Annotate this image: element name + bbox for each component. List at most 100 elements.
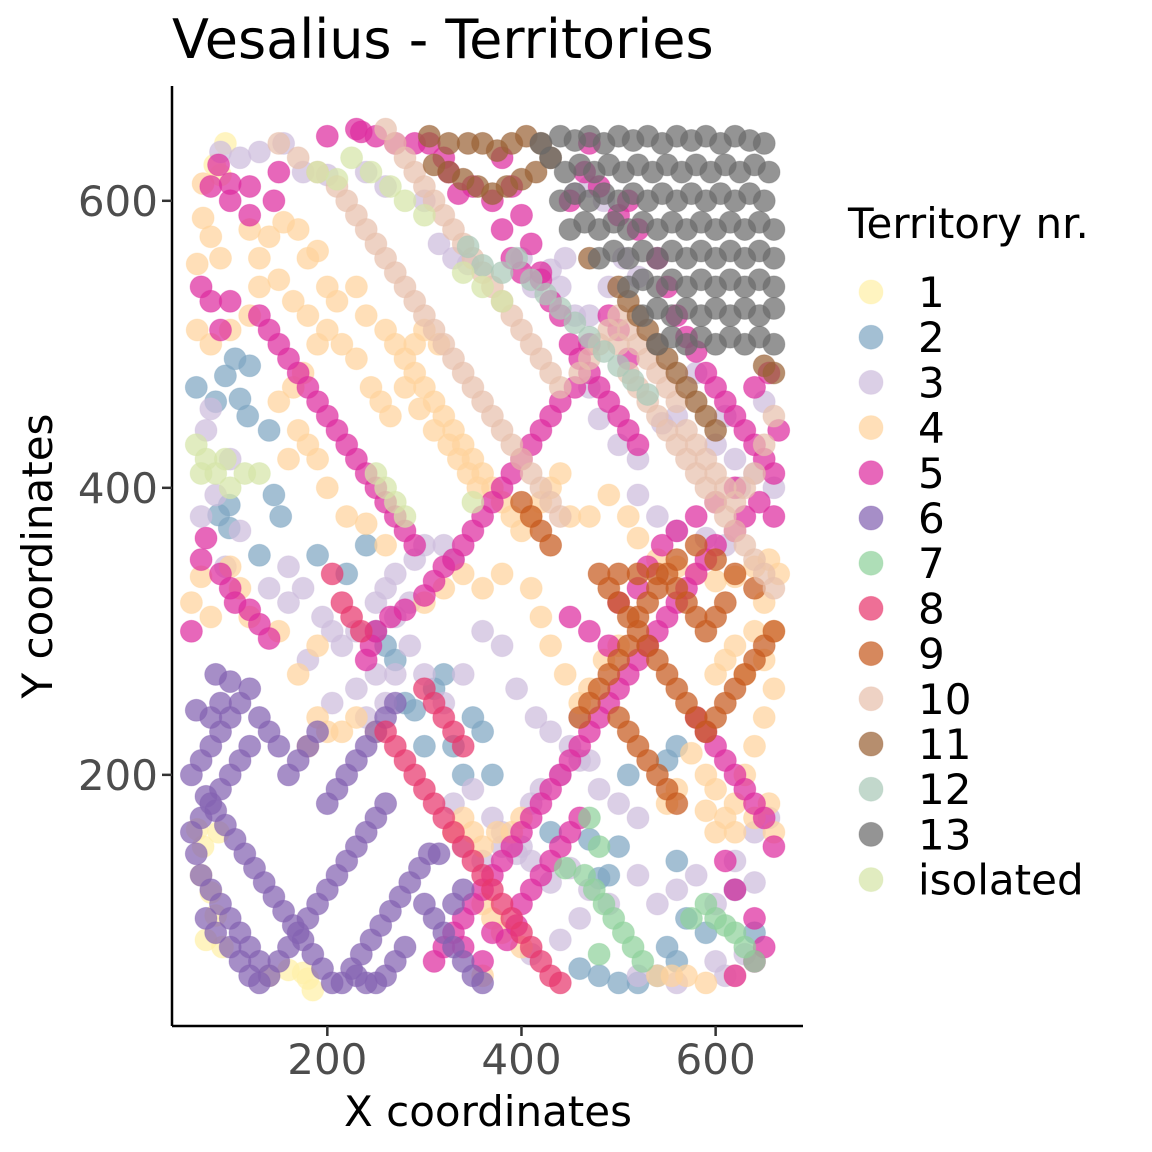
point-territory-3 [427, 232, 451, 256]
point-territory-6 [306, 720, 330, 744]
point-territory-12 [592, 340, 616, 363]
point-territory-4 [325, 289, 349, 313]
point-territory-10 [675, 418, 698, 442]
point-territory-10 [267, 131, 291, 155]
point-territory-12 [548, 296, 572, 320]
point-territory-4 [267, 268, 291, 292]
point-territory-5 [218, 289, 242, 313]
point-territory-isolated [325, 167, 349, 191]
point-territory-isolated [218, 476, 242, 500]
point-territory-12 [636, 383, 660, 406]
point-territory-3 [684, 863, 708, 887]
point-territory-isolated [490, 289, 514, 313]
point-territory-5 [262, 189, 286, 213]
point-territory-9 [568, 706, 592, 729]
legend-key-9 [858, 641, 884, 667]
point-territory-4 [209, 246, 232, 270]
point-territory-5 [267, 160, 291, 184]
point-territory-12 [577, 325, 601, 349]
point-territory-2 [568, 957, 592, 981]
point-territory-9 [704, 548, 728, 572]
point-territory-4 [675, 964, 698, 988]
legend-key-3 [858, 369, 884, 395]
point-territory-3 [743, 871, 766, 894]
point-territory-9 [626, 562, 650, 586]
point-territory-6 [451, 878, 475, 902]
point-territory-4 [344, 347, 368, 371]
legend-label-10: 10 [918, 675, 971, 724]
x-tick-label: 200 [287, 1035, 367, 1084]
point-territory-5 [209, 318, 232, 342]
point-territory-6 [179, 820, 203, 844]
point-territory-6 [344, 964, 368, 988]
point-territory-4 [199, 225, 223, 249]
point-territory-isolated [306, 160, 330, 184]
point-territory-5 [412, 584, 436, 607]
point-territory-12 [490, 261, 514, 285]
point-territory-isolated [189, 462, 213, 485]
point-territory-2 [480, 763, 504, 787]
legend-key-1 [858, 279, 884, 305]
legend-key-4 [858, 415, 884, 441]
point-territory-8 [320, 562, 344, 586]
point-territory-5 [762, 505, 786, 528]
point-territory-10 [548, 505, 572, 528]
point-territory-2 [587, 964, 611, 988]
x-axis-ticks: 200 400 600 [287, 1026, 756, 1084]
point-territory-3 [320, 691, 344, 715]
point-territory-5 [218, 189, 242, 213]
point-territory-10 [762, 576, 786, 600]
point-territory-13 [762, 296, 786, 320]
point-territory-5 [354, 648, 378, 672]
point-territory-9 [723, 562, 747, 586]
point-territory-12 [471, 253, 495, 277]
point-territory-4 [286, 218, 310, 241]
point-territory-isolated [471, 275, 495, 299]
point-territory-4 [179, 591, 203, 615]
point-territory-4 [422, 418, 446, 442]
point-territory-1 [301, 978, 325, 1002]
point-territory-6 [247, 971, 271, 995]
point-territory-6 [247, 706, 271, 729]
point-territory-8 [451, 734, 475, 758]
point-territory-10 [568, 361, 592, 385]
legend-key-12 [858, 776, 884, 802]
point-territory-3 [626, 806, 650, 830]
point-territory-3 [471, 619, 495, 643]
point-territory-6 [471, 971, 495, 995]
point-territory-5 [626, 433, 650, 457]
point-territory-4 [752, 706, 776, 729]
point-territory-13 [762, 332, 786, 356]
point-territory-8 [349, 619, 373, 643]
legend-key-7 [858, 550, 884, 576]
point-territory-3 [553, 246, 577, 270]
point-territory-5 [378, 605, 402, 629]
legend-key-10 [858, 686, 884, 712]
y-tick-label: 600 [78, 177, 158, 226]
point-territory-3 [524, 706, 548, 729]
point-territory-4 [704, 820, 728, 844]
point-territory-2 [616, 763, 640, 787]
point-territory-3 [291, 576, 315, 600]
point-territory-4 [247, 275, 271, 299]
x-tick-label: 400 [481, 1035, 561, 1084]
point-territory-4 [408, 397, 431, 421]
point-territory-4 [626, 526, 650, 550]
point-territory-5 [752, 806, 776, 830]
point-territory-4 [762, 677, 786, 701]
legend-key-isolated [858, 867, 884, 893]
point-territory-5 [747, 490, 771, 514]
point-territory-2 [607, 971, 631, 995]
point-territory-4 [374, 533, 398, 557]
point-territory-isolated [359, 160, 383, 184]
point-territory-7 [587, 835, 611, 859]
point-territory-5 [199, 175, 223, 198]
legend-label-4: 4 [918, 404, 945, 453]
point-territory-3 [247, 140, 271, 164]
point-territory-3 [587, 777, 611, 801]
point-territory-2 [306, 543, 330, 567]
point-territory-5 [199, 289, 223, 313]
point-territory-5 [189, 548, 213, 572]
point-territory-6 [204, 921, 228, 945]
